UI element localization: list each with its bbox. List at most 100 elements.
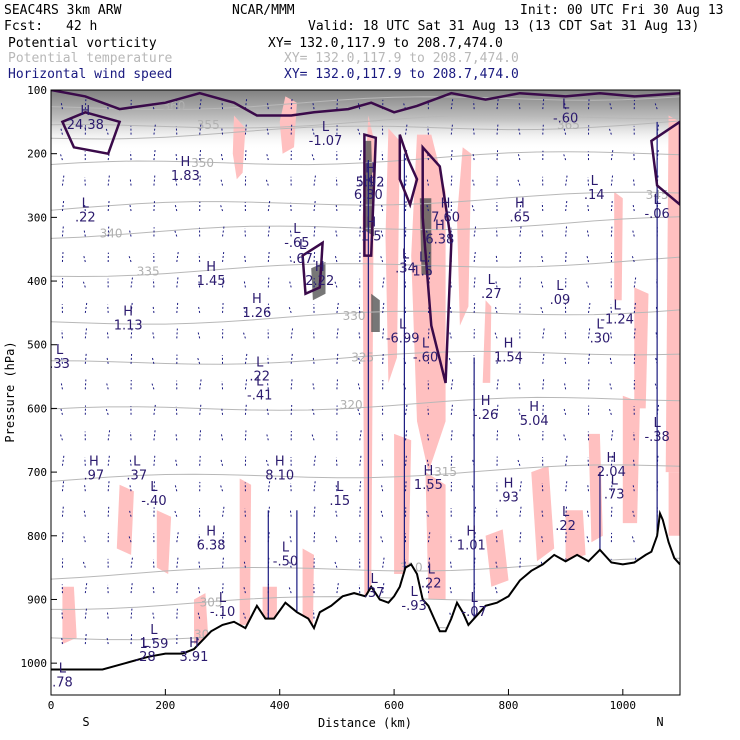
- wind-vector: [267, 355, 269, 364]
- wind-vector: [380, 484, 384, 492]
- wind-vector: [542, 326, 545, 339]
- extremum-value: 1.45: [197, 274, 226, 289]
- wind-vector: [153, 429, 156, 441]
- wind-vector: [336, 581, 340, 594]
- wind-vector: [197, 305, 201, 313]
- wind-vector: [336, 301, 340, 313]
- pv-contour: [60, 110, 122, 156]
- wind-vector: [267, 199, 271, 212]
- wind-vector: [312, 330, 315, 339]
- wind-vector: [381, 177, 384, 186]
- wind-vector: [335, 483, 338, 492]
- wind-vector: [563, 434, 567, 441]
- wind-vector: [542, 378, 545, 390]
- extremum-value: 1.5: [361, 229, 382, 244]
- wind-vector: [130, 582, 133, 594]
- extremum-kind: L: [410, 585, 418, 600]
- extremum-kind: H: [89, 454, 99, 469]
- wind-vector: [633, 151, 635, 161]
- isentrope-label: 330: [343, 309, 366, 323]
- wind-vector: [197, 331, 201, 339]
- extremum-value: 24.38: [67, 118, 104, 133]
- wind-vector: [266, 433, 269, 441]
- wind-vector: [61, 330, 63, 339]
- wind-vector: [450, 533, 452, 543]
- legend-theta-xy: XY= 132.0,117.9 to 208.7,474.0: [284, 51, 519, 66]
- north-end-label: N: [656, 715, 663, 729]
- wind-vector: [199, 377, 202, 390]
- wind-vector: [587, 203, 590, 212]
- extremum-value: .67: [292, 252, 313, 267]
- wind-vector: [473, 100, 475, 110]
- wind-vector: [290, 202, 292, 212]
- wind-vector: [199, 97, 202, 110]
- wind-vector: [587, 483, 590, 492]
- legend-theta-name: Potential temperature: [8, 51, 173, 66]
- pv-shade-region: [531, 465, 555, 562]
- wind-vector: [518, 355, 521, 364]
- wind-vector: [153, 149, 156, 161]
- wind-vector: [153, 455, 156, 466]
- wind-vector: [222, 557, 224, 568]
- extremum-value: -.40: [141, 494, 166, 509]
- wind-vector: [609, 382, 612, 390]
- pv-contour: [398, 134, 419, 209]
- wind-vector: [519, 479, 523, 492]
- wind-vector: [244, 254, 246, 263]
- wind-vector: [176, 582, 179, 594]
- wind-vector: [633, 353, 636, 364]
- extremum-kind: H: [424, 464, 434, 479]
- wind-vector: [312, 382, 315, 390]
- wind-vector: [517, 433, 521, 441]
- extremum-kind: L: [613, 298, 621, 313]
- wind-vector: [175, 406, 178, 415]
- extremum-value: 7.60: [431, 210, 460, 225]
- wind-vector: [472, 152, 475, 161]
- wind-vector: [517, 459, 521, 466]
- pv-contour-layer: [51, 90, 680, 384]
- wind-vector: [243, 280, 246, 288]
- wind-vector: [244, 404, 247, 415]
- wind-vector: [176, 276, 179, 288]
- wind-vector: [290, 352, 293, 364]
- extremum-kind: L: [556, 279, 564, 294]
- wind-vector: [61, 532, 64, 543]
- wind-vector: [496, 378, 499, 390]
- wind-vector: [473, 250, 476, 263]
- wind-vector: [405, 201, 407, 212]
- wind-vector: [608, 408, 612, 415]
- org-title: NCAR/MMM: [232, 3, 295, 18]
- extremum-kind: L: [56, 343, 64, 358]
- wind-vector: [199, 123, 202, 135]
- extremum-value: -.10: [210, 605, 235, 620]
- extremum-value: .22: [421, 577, 442, 592]
- wind-vector: [313, 174, 317, 186]
- isentrope-line: [51, 396, 680, 411]
- y-tick-label: 500: [27, 339, 47, 352]
- wind-vector: [565, 200, 568, 212]
- wind-vector: [405, 429, 408, 441]
- legend-pv-name: Potential vorticity: [8, 36, 157, 51]
- extremum-value: -6.99: [386, 331, 420, 346]
- wind-vector: [632, 458, 635, 466]
- wind-vector: [471, 204, 475, 212]
- extremum-value: 6.30: [354, 188, 383, 203]
- extremum-kind: H: [504, 477, 514, 492]
- wind-vector: [130, 353, 133, 364]
- wind-vector: [380, 535, 384, 543]
- extremum-kind: L: [336, 480, 344, 495]
- wind-vector: [199, 175, 201, 186]
- wind-vector: [334, 281, 338, 288]
- wind-vector: [450, 377, 454, 390]
- extremum-value: 6.38: [197, 538, 226, 553]
- wind-vector: [289, 254, 292, 263]
- wind-vector: [382, 556, 385, 568]
- extremum-kind: H: [252, 292, 262, 307]
- extremum-kind: L: [150, 623, 158, 638]
- wind-vector: [107, 480, 110, 492]
- isentrope-label: 325: [351, 350, 374, 364]
- wind-vector: [564, 330, 567, 339]
- isentrope-line: [51, 120, 680, 140]
- wind-vector: [610, 148, 614, 161]
- terrain-line: [51, 509, 680, 671]
